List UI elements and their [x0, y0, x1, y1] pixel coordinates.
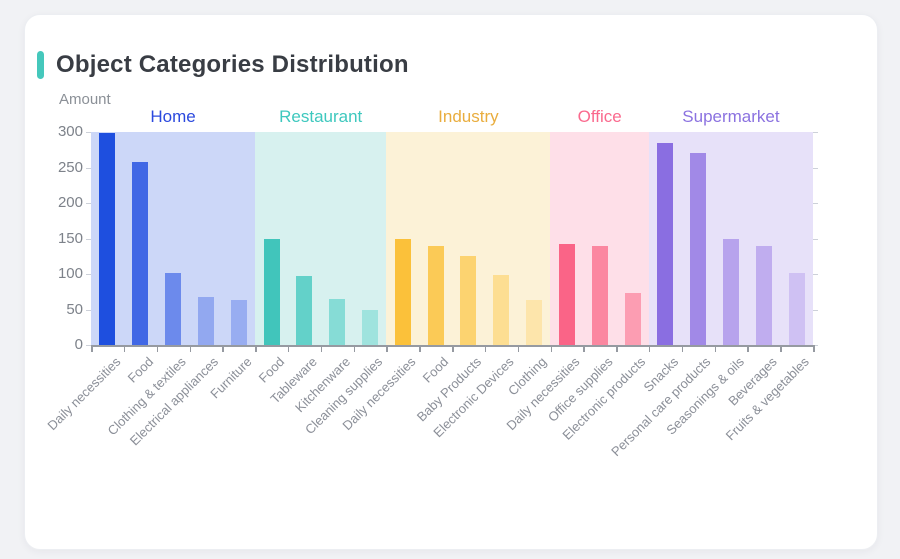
x-tick-mark: [813, 345, 815, 352]
y-tick-mark-left: [86, 274, 91, 275]
y-tick-mark-right: [813, 309, 818, 311]
bar-office-electronic-products[interactable]: [624, 292, 641, 345]
x-tick-mark: [550, 345, 552, 352]
bar-industry-food[interactable]: [427, 246, 444, 345]
x-tick-mark: [123, 345, 126, 352]
y-axis-title: Amount: [59, 91, 111, 108]
y-tick-mark-right: [813, 132, 818, 133]
x-tick-mark: [419, 345, 421, 352]
y-tick-label-0: 0: [74, 336, 83, 353]
x-tick-mark: [255, 345, 257, 352]
x-tick-mark: [452, 345, 454, 352]
group-label-industry: Industry: [438, 107, 499, 126]
x-tick-mark: [386, 345, 388, 352]
x-tick-mark: [714, 345, 716, 352]
x-tick-mark: [353, 345, 355, 352]
chart-card: Object Categories Distribution Amount Ho…: [24, 14, 878, 550]
bar-supermarket-beverages[interactable]: [755, 245, 772, 345]
bar-office-office-supplies[interactable]: [591, 246, 608, 345]
bar-supermarket-seasonings-oils[interactable]: [723, 239, 739, 345]
x-tick-mark: [222, 345, 224, 352]
title-row: Object Categories Distribution: [37, 51, 409, 79]
x-tick-mark: [780, 345, 782, 352]
y-tick-label-100: 100: [57, 265, 83, 282]
bar-industry-baby-products[interactable]: [460, 255, 477, 345]
y-tick-label-250: 250: [57, 158, 83, 176]
bar-home-food[interactable]: [132, 161, 149, 345]
x-tick-mark: [287, 345, 290, 352]
x-tick-mark: [648, 345, 651, 352]
group-label-home: Home: [150, 107, 196, 126]
chart-title: Object Categories Distribution: [56, 51, 409, 78]
group-label-office: Office: [577, 107, 622, 126]
x-tick-mark: [91, 345, 93, 352]
x-tick-mark: [616, 345, 618, 352]
y-tick-mark-right: [813, 345, 818, 346]
x-tick-mark: [189, 345, 191, 352]
bar-home-furniture[interactable]: [230, 300, 247, 345]
bar-restaurant-cleaning-supplies[interactable]: [362, 309, 378, 345]
y-tick-mark-right: [813, 167, 818, 169]
x-tick-mark: [517, 345, 520, 352]
y-tick-mark-right: [813, 238, 818, 240]
y-tick-label-50: 50: [66, 300, 83, 318]
x-tick-mark: [156, 345, 159, 352]
x-tick-mark: [681, 345, 684, 352]
group-label-supermarket: Supermarket: [682, 107, 780, 126]
bar-home-daily-necessities[interactable]: [99, 133, 116, 345]
bar-industry-electronic-devices[interactable]: [493, 274, 510, 345]
title-accent-bar: [37, 51, 44, 79]
y-tick-mark-left: [86, 203, 91, 204]
y-tick-label-300: 300: [57, 123, 83, 140]
x-tick-mark: [320, 345, 323, 352]
y-tick-mark-right: [813, 274, 818, 275]
bar-supermarket-personal-care-products[interactable]: [690, 152, 707, 345]
x-tick-mark: [583, 345, 585, 352]
bar-supermarket-snacks[interactable]: [657, 142, 674, 345]
bar-restaurant-food[interactable]: [263, 239, 280, 345]
y-tick-label-150: 150: [57, 229, 83, 247]
y-tick-mark-right: [813, 203, 818, 204]
group-label-restaurant: Restaurant: [279, 107, 363, 126]
plot-area: Home Daily necessities Food Clothing & text…: [25, 15, 877, 549]
y-tick-label-200: 200: [57, 194, 83, 211]
y-tick-mark-left: [86, 309, 91, 311]
bar-home-clothing-textiles[interactable]: [165, 272, 181, 345]
x-tick-mark: [484, 345, 487, 352]
y-tick-mark-left: [86, 132, 91, 133]
y-tick-mark-left: [86, 167, 91, 169]
bar-supermarket-fruits-vegetables[interactable]: [788, 273, 805, 345]
bar-industry-daily-necessities[interactable]: [394, 238, 411, 345]
bar-office-daily-necessities[interactable]: [558, 244, 575, 345]
bar-restaurant-kitchenware[interactable]: [329, 298, 346, 345]
y-tick-mark-left: [86, 345, 91, 346]
y-tick-mark-left: [86, 238, 91, 240]
x-tick-mark: [747, 345, 749, 352]
bar-restaurant-tableware[interactable]: [296, 276, 313, 345]
bar-home-electrical-appliances[interactable]: [197, 296, 214, 345]
bar-industry-clothing[interactable]: [526, 300, 542, 345]
